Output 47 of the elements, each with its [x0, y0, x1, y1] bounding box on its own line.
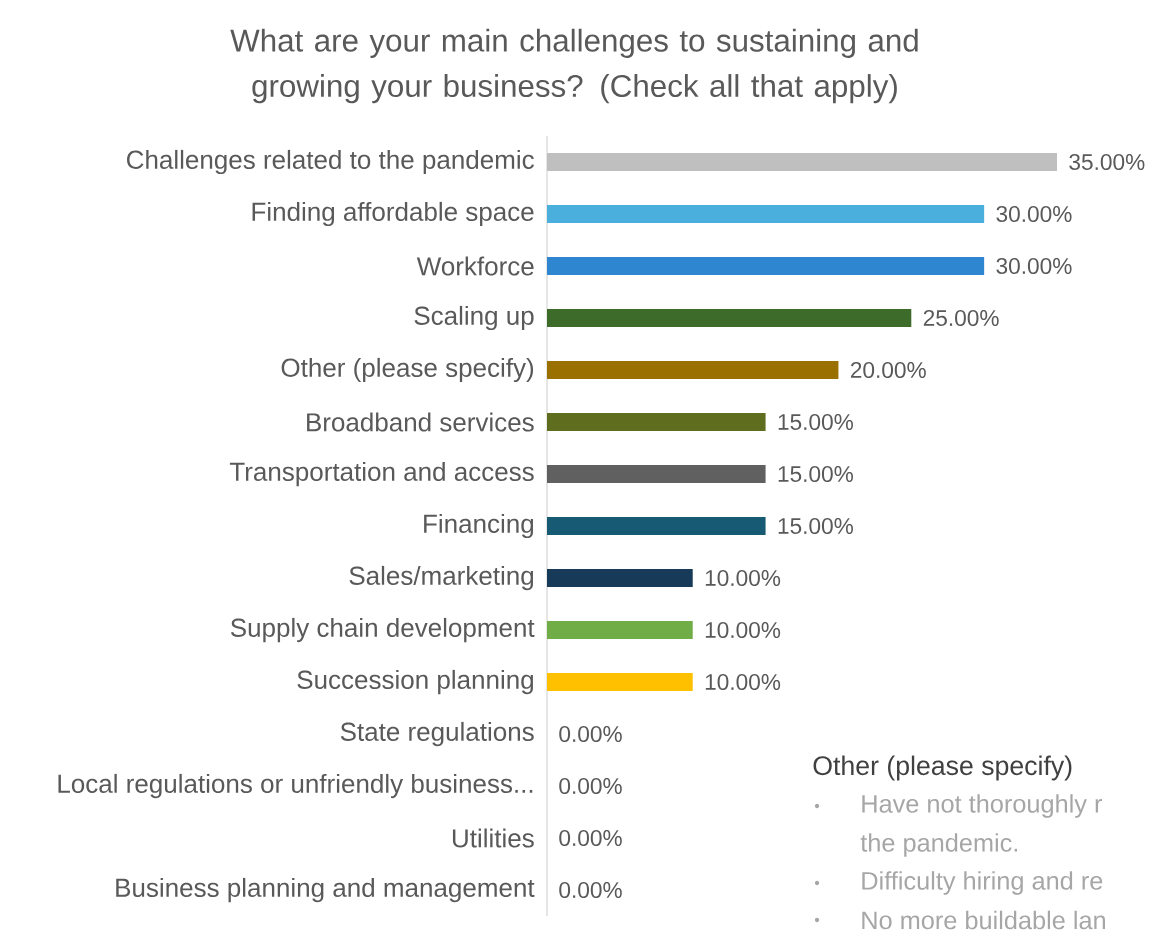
data-label: 20.00%	[850, 361, 926, 379]
data-label: 15.00%	[778, 465, 854, 483]
bar	[547, 465, 766, 484]
bar	[547, 309, 912, 328]
annotation: the pandemic.	[860, 833, 1018, 857]
y-tick-label: Challenges related to the pandemic	[127, 149, 534, 175]
y-tick-label: Transportation and access	[229, 461, 534, 487]
y-tick-label: Other (please specify)	[281, 357, 534, 383]
y-tick-label: Succession planning	[297, 669, 533, 695]
y-tick-label: Local regulations or unfriendly business...	[58, 773, 533, 799]
data-label: 0.00%	[559, 777, 622, 795]
y-tick-label: Scaling up	[414, 305, 534, 331]
data-label: 10.00%	[705, 673, 781, 691]
annotation: Have not thoroughly r	[862, 794, 1103, 818]
data-label: 15.00%	[778, 413, 854, 431]
bar	[547, 517, 766, 536]
y-tick-label: Supply chain development	[230, 617, 535, 643]
y-tick-label: Broadband services	[307, 412, 534, 432]
y-tick-label: Utilities	[452, 828, 534, 848]
data-label: 15.00%	[778, 517, 854, 535]
data-label: 0.00%	[559, 829, 622, 847]
y-tick-label: Workforce	[416, 256, 534, 276]
bar	[547, 673, 693, 692]
data-label: 0.00%	[559, 881, 622, 899]
data-label: 10.00%	[705, 621, 781, 639]
y-tick-label: Business planning and management	[116, 877, 535, 903]
data-label: 25.00%	[923, 309, 999, 327]
bar	[547, 621, 693, 640]
bar	[547, 569, 693, 588]
data-label: 30.00%	[996, 205, 1072, 223]
data-label: 35.00%	[1069, 153, 1145, 171]
bar	[547, 205, 985, 223]
y-tick-label: Sales/marketing	[349, 565, 534, 591]
y-tick-label: Finding affordable space	[252, 201, 534, 227]
annotation: Difficulty hiring and re	[862, 871, 1103, 895]
chart-title: What are your main challenges to sustaining and growing your business? (Check all that apply)	[230, 28, 918, 104]
annotation: No more buildable lan	[862, 910, 1105, 930]
data-label: 0.00%	[559, 725, 622, 743]
y-tick-label: Financing	[424, 513, 534, 539]
data-label: 10.00%	[705, 569, 781, 587]
bar	[547, 153, 1058, 171]
annotation: Other (please specify)	[813, 755, 1072, 781]
bar	[547, 413, 766, 432]
y-tick-label: State regulations	[340, 721, 534, 747]
bar	[547, 257, 985, 276]
data-label: 30.00%	[996, 257, 1072, 275]
bar	[547, 361, 839, 380]
